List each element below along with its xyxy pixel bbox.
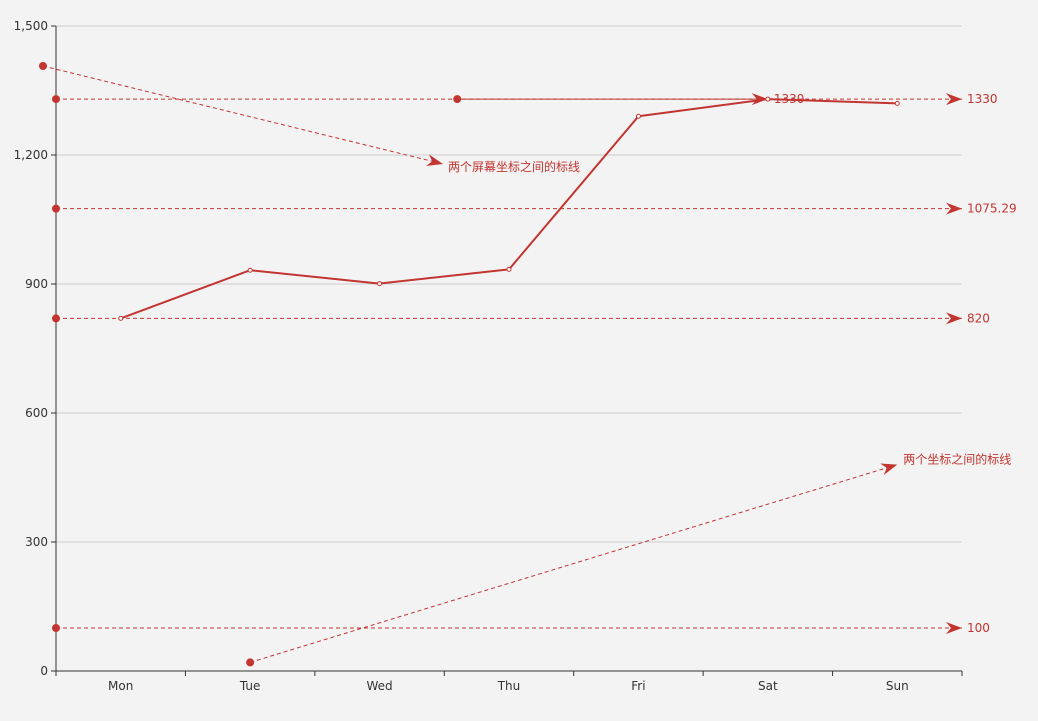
- mark-line-arrow: [946, 93, 962, 106]
- coord-mark-line-label: 1330: [774, 92, 805, 106]
- mark-line-label: 1330: [967, 92, 998, 106]
- screen-mark-line: [42, 65, 434, 162]
- data-point: [247, 267, 253, 273]
- x-tick-label: Tue: [239, 679, 261, 693]
- coord-mark-line-start-dot: [453, 95, 462, 104]
- mark-line-start-dot: [52, 624, 60, 632]
- mark-line-arrow: [946, 202, 962, 215]
- mark-line-start-dot: [52, 314, 60, 323]
- x-tick-label: Mon: [108, 679, 133, 693]
- x-tick-label: Wed: [366, 679, 392, 693]
- series-layer: [118, 96, 900, 321]
- coord-mark-line-label: 两个坐标之间的标线: [903, 452, 1011, 467]
- mark-line-label: 100: [967, 621, 990, 635]
- x-tick-label: Thu: [497, 679, 521, 693]
- coord-mark-line-arrow: [880, 463, 898, 476]
- y-tick-label: 600: [25, 406, 48, 420]
- x-tick-label: Sat: [758, 679, 778, 693]
- mark-line-start-dot: [52, 95, 60, 104]
- y-tick-label: 0: [40, 664, 48, 678]
- y-tick-label: 300: [25, 535, 48, 549]
- y-tick-label: 1,200: [14, 148, 48, 162]
- x-tick-label: Sun: [886, 679, 909, 693]
- coord-mark-line: [249, 467, 888, 663]
- data-point: [635, 113, 641, 119]
- data-point: [506, 266, 512, 272]
- mark-line-start-dot: [52, 204, 60, 213]
- mark-line-label: 1075.29: [967, 202, 1017, 216]
- grid-lines: [56, 25, 962, 543]
- mark-lines: [39, 62, 962, 667]
- screen-mark-line-label: 两个屏幕坐标之间的标线: [448, 159, 580, 174]
- screen-mark-line-arrow: [426, 154, 443, 167]
- y-tick-label: 1,500: [14, 19, 48, 33]
- data-point: [377, 281, 383, 287]
- mark-line-arrow: [946, 312, 962, 325]
- label-layer: 1330 1075.29 820 100 两个屏幕坐标之间的标线 1330 两个坐标之间的标…: [448, 92, 1017, 635]
- axes: 0 300 600 900 1,200 1,500 Mon Tue Wed Thu Fri Sat Su…: [14, 19, 963, 693]
- data-point: [894, 100, 900, 106]
- data-point: [765, 96, 771, 102]
- mark-line-label: 820: [967, 311, 990, 325]
- x-tick-label: Fri: [631, 679, 645, 693]
- coord-mark-line-arrow: [751, 93, 768, 106]
- coord-mark-line-start-dot: [246, 658, 255, 667]
- data-point: [118, 315, 124, 321]
- mark-line-arrow: [946, 622, 962, 634]
- screen-mark-line-start-dot: [39, 62, 47, 70]
- y-tick-label: 900: [25, 277, 48, 291]
